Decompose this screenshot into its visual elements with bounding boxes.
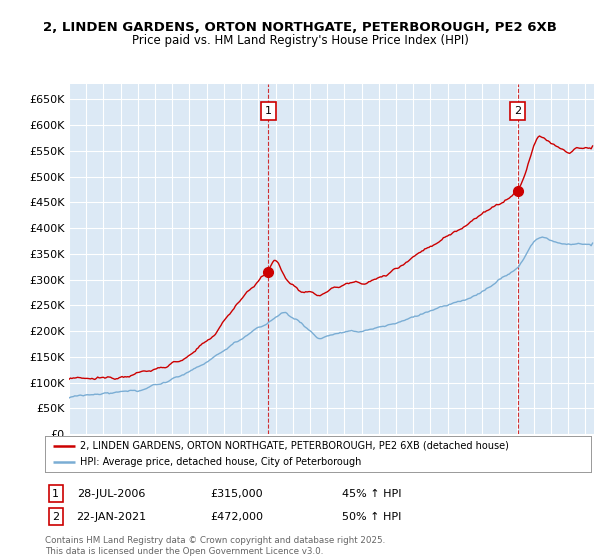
Text: 1: 1 <box>52 489 59 499</box>
Text: Price paid vs. HM Land Registry's House Price Index (HPI): Price paid vs. HM Land Registry's House … <box>131 34 469 46</box>
Text: 1: 1 <box>265 106 272 116</box>
Text: 45% ↑ HPI: 45% ↑ HPI <box>342 489 402 499</box>
Text: 50% ↑ HPI: 50% ↑ HPI <box>343 512 401 522</box>
Text: 28-JUL-2006: 28-JUL-2006 <box>77 489 145 499</box>
Text: £472,000: £472,000 <box>211 512 263 522</box>
Text: 2: 2 <box>514 106 521 116</box>
Text: 2, LINDEN GARDENS, ORTON NORTHGATE, PETERBOROUGH, PE2 6XB (detached house): 2, LINDEN GARDENS, ORTON NORTHGATE, PETE… <box>80 441 509 451</box>
Text: HPI: Average price, detached house, City of Peterborough: HPI: Average price, detached house, City… <box>80 457 362 467</box>
Text: Contains HM Land Registry data © Crown copyright and database right 2025.
This d: Contains HM Land Registry data © Crown c… <box>45 536 385 556</box>
Text: £315,000: £315,000 <box>211 489 263 499</box>
Text: 2, LINDEN GARDENS, ORTON NORTHGATE, PETERBOROUGH, PE2 6XB: 2, LINDEN GARDENS, ORTON NORTHGATE, PETE… <box>43 21 557 34</box>
Text: 2: 2 <box>52 512 59 522</box>
Text: 22-JAN-2021: 22-JAN-2021 <box>76 512 146 522</box>
